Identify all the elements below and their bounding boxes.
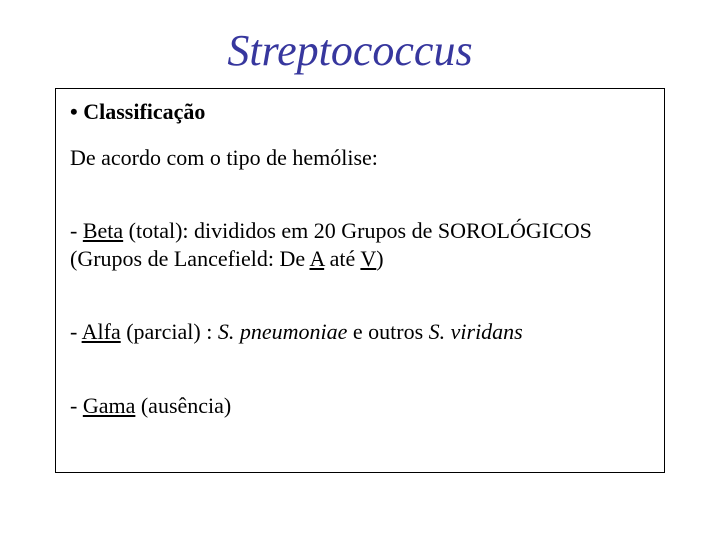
heading-text: Classificação bbox=[83, 99, 205, 124]
item-alfa: - Alfa (parcial) : S. pneumoniae e outro… bbox=[70, 318, 650, 346]
item3-gama: Gama bbox=[83, 393, 136, 418]
slide-container: Streptococcus • Classificação De acordo … bbox=[0, 0, 720, 540]
item-gama: - Gama (ausência) bbox=[70, 392, 650, 420]
classification-heading: • Classificação bbox=[70, 99, 650, 125]
item3-end: (ausência) bbox=[135, 393, 231, 418]
item2-alfa: Alfa bbox=[82, 319, 121, 344]
item1-beta: Beta bbox=[83, 218, 123, 243]
slide-title: Streptococcus bbox=[135, 25, 565, 76]
item1-a: A bbox=[309, 246, 324, 271]
item3-prefix: - bbox=[70, 393, 83, 418]
item2-viridans: S. viridans bbox=[429, 319, 523, 344]
item1-end: ) bbox=[376, 246, 383, 271]
item2-prefix: - bbox=[70, 319, 82, 344]
item2-pneumoniae: S. pneumoniae bbox=[218, 319, 348, 344]
item2-mid: (parcial) : bbox=[121, 319, 218, 344]
item2-mid2: e outros bbox=[347, 319, 428, 344]
bullet: • bbox=[70, 99, 78, 124]
item1-prefix: - bbox=[70, 218, 83, 243]
content-box: • Classificação De acordo com o tipo de … bbox=[55, 88, 665, 473]
item1-v: V bbox=[360, 246, 376, 271]
item1-mid2: até bbox=[324, 246, 360, 271]
item-beta: - Beta (total): divididos em 20 Grupos d… bbox=[70, 217, 650, 272]
subtitle-text: De acordo com o tipo de hemólise: bbox=[70, 145, 650, 171]
